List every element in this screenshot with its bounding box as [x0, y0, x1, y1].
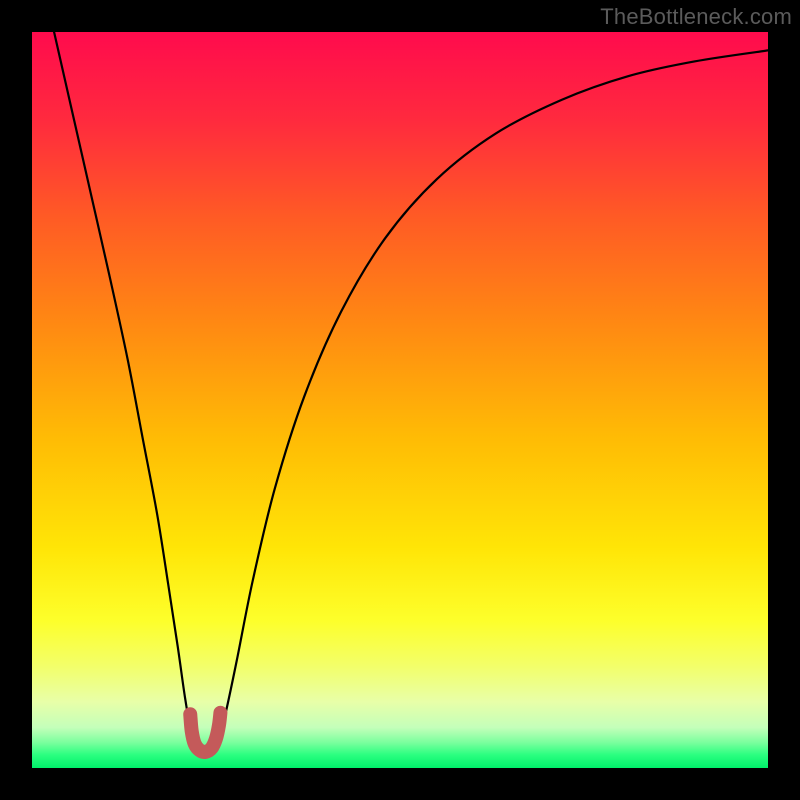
heatmap-gradient-background: [32, 32, 768, 768]
bottleneck-chart-svg: [32, 32, 768, 768]
watermark-text: TheBottleneck.com: [600, 4, 792, 30]
chart-stage: TheBottleneck.com: [0, 0, 800, 800]
plot-area: [32, 32, 768, 768]
